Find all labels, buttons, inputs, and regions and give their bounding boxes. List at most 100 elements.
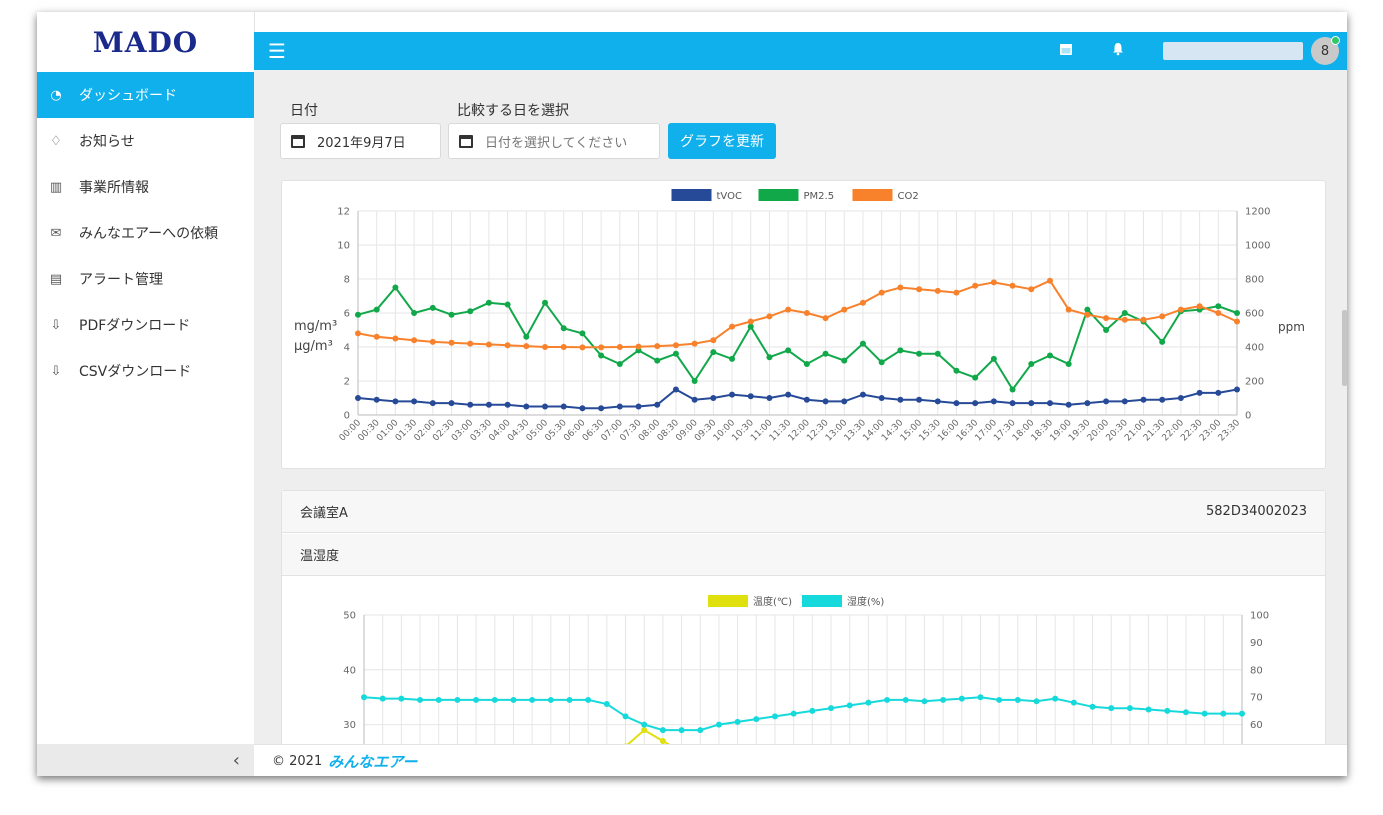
scrollbar[interactable] [1342,70,1347,744]
calendar-icon[interactable] [1059,42,1073,60]
calendar-icon [459,134,473,148]
data-point [878,359,885,366]
data-point [622,713,629,720]
data-point [710,395,717,401]
user-name-box[interactable] [1163,42,1303,60]
data-point [1145,706,1152,713]
y-left-tick-label: 6 [344,309,350,320]
scrollbar-thumb[interactable] [1342,310,1347,386]
avatar[interactable]: 8 [1311,36,1340,65]
data-point [560,403,567,410]
data-point [392,284,399,291]
data-point [916,350,923,357]
top-bar: ☰ 8 [254,32,1347,70]
data-point [785,347,792,354]
data-point [547,696,554,703]
user-icon: 8 [1320,43,1330,59]
data-point [1215,310,1222,316]
data-point [715,721,722,728]
sidebar-collapse-button[interactable]: ‹ [37,744,254,776]
data-point [747,318,754,325]
sidebar-item-label: みんなエアーへの依頼 [79,226,219,242]
sidebar-item-3[interactable]: ✉ みんなエアーへの依頼 [37,210,254,256]
y-right-tick-label: 200 [1245,377,1264,388]
data-point [491,696,498,703]
data-point [771,713,778,720]
y-right-tick-label: 0 [1245,411,1251,422]
data-point [392,398,399,405]
data-point [529,696,536,703]
data-point [1089,703,1096,710]
device-id: 582D34002023 [1206,504,1307,519]
hamburger-menu-icon[interactable]: ☰ [268,39,286,63]
y-right-axis-label: ppm [1278,320,1305,334]
legend-label: tVOC [717,191,742,202]
data-point [803,361,810,367]
data-point [1070,699,1077,706]
data-point [448,339,455,346]
data-point [1028,400,1035,407]
section-header: 温湿度 [282,534,1325,576]
data-point [1028,286,1035,293]
data-point [1046,352,1053,359]
data-point [429,338,436,345]
data-point [435,696,442,703]
data-point [865,699,872,706]
data-point [822,315,829,322]
data-point [542,344,549,350]
data-point [785,391,792,398]
sidebar-item-2[interactable]: ▥ 事業所情報 [37,164,254,210]
section-title: 温湿度 [300,549,340,564]
compare-date-field[interactable]: 日付を選択してください [448,123,660,159]
data-point [1046,277,1053,284]
data-point [411,310,418,316]
y-left-tick-label: 12 [337,207,350,218]
data-point [467,340,474,347]
data-point [417,696,424,703]
data-point [1121,316,1128,323]
data-point [940,696,947,703]
date-field[interactable]: 2021年9月7日 [280,123,441,159]
data-point [654,357,661,364]
data-point [616,361,623,367]
update-graph-button[interactable]: グラフを更新 [668,123,776,159]
data-point [822,398,829,405]
sidebar-item-5[interactable]: ⇩ PDFダウンロード [37,302,254,348]
air-quality-chart-card: 0 2 4 6 8 10 12 0 200 400 600 800 1000 1200 00:00 00:30… [281,180,1326,469]
data-point [841,357,848,364]
data-point [734,718,741,725]
y-right-tick-label: 100 [1250,611,1269,622]
y-right-tick-label: 70 [1250,693,1263,704]
data-point [897,347,904,354]
data-point [1014,696,1021,703]
data-point [729,323,736,330]
data-point [828,705,835,712]
sidebar-item-0[interactable]: ◔ ダッシュボード [37,72,254,118]
data-point [504,342,511,349]
sidebar-item-6[interactable]: ⇩ CSVダウンロード [37,348,254,394]
sidebar-item-label: 事業所情報 [79,180,149,196]
data-point [616,403,623,410]
bell-icon[interactable] [1111,42,1125,60]
data-point [641,721,648,728]
temp-humidity-chart: 3040505060708090100温度(℃)湿度(%)℃% [308,595,1269,744]
data-point [355,395,361,401]
y-left-axis-label: ℃ [308,742,321,744]
data-point [1033,698,1040,705]
data-point [753,716,760,723]
cloud-download-icon: ⇩ [50,317,62,333]
air-quality-chart: 02468101202004006008001000120000:0000:30… [294,189,1305,443]
series-line [357,388,1238,410]
data-point [1239,710,1245,717]
data-point [1052,695,1059,702]
data-point [579,330,586,337]
legend-swatch [758,189,799,201]
sidebar-item-1[interactable]: ♢ お知らせ [37,118,254,164]
data-point [1177,395,1184,401]
data-point [958,695,965,702]
calendar-icon [291,134,305,148]
sidebar-item-4[interactable]: ▤ アラート管理 [37,256,254,302]
logo: MADO [92,25,199,59]
y-left-tick-label: 40 [343,665,356,676]
data-point [710,349,717,356]
